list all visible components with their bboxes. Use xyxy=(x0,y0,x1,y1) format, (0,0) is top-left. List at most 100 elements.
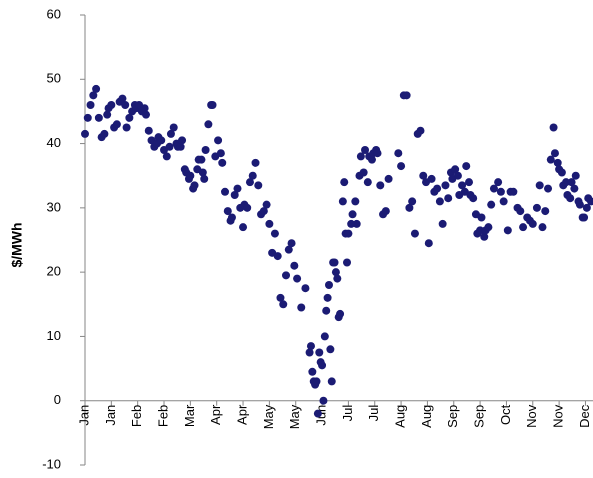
point xyxy=(476,226,485,235)
point xyxy=(112,120,121,129)
x-tick-label: Apr xyxy=(234,404,249,425)
point xyxy=(118,94,127,103)
point xyxy=(580,213,589,222)
point xyxy=(198,168,207,177)
point xyxy=(178,136,187,145)
point xyxy=(416,126,425,135)
point xyxy=(86,101,95,109)
point xyxy=(313,409,322,418)
point xyxy=(494,178,503,187)
point xyxy=(336,309,345,318)
point xyxy=(338,197,347,206)
point xyxy=(519,223,528,232)
x-tick-label: Apr xyxy=(208,404,223,425)
point xyxy=(373,149,382,158)
point xyxy=(458,181,467,190)
y-tick-label: 50 xyxy=(47,71,61,86)
point xyxy=(376,181,385,190)
point xyxy=(509,187,518,196)
point xyxy=(107,101,116,109)
point xyxy=(100,129,109,138)
point xyxy=(276,293,285,302)
point xyxy=(469,194,478,203)
x-tick-label: Feb xyxy=(129,405,144,427)
x-tick-label: Jan xyxy=(103,405,118,426)
point xyxy=(284,245,293,254)
point xyxy=(92,84,101,93)
point xyxy=(208,101,217,109)
point xyxy=(465,178,474,187)
point xyxy=(570,184,579,193)
point xyxy=(214,136,223,145)
point xyxy=(480,232,489,241)
point xyxy=(546,155,555,164)
point xyxy=(89,91,98,100)
point xyxy=(259,207,268,216)
x-tick-label: Feb xyxy=(155,405,170,427)
point xyxy=(216,149,225,158)
point xyxy=(419,171,428,180)
point xyxy=(405,203,414,212)
point xyxy=(544,184,553,193)
x-tick-label: May xyxy=(261,404,276,429)
x-tick-label: Sep xyxy=(445,405,460,428)
point xyxy=(496,187,505,196)
point xyxy=(297,303,306,312)
point xyxy=(176,142,185,151)
point xyxy=(305,348,314,357)
point xyxy=(239,223,248,232)
point xyxy=(273,252,282,261)
y-tick-label: -10 xyxy=(42,456,61,471)
point xyxy=(340,178,349,187)
point xyxy=(121,101,130,109)
point xyxy=(282,271,291,280)
x-tick-label: Aug xyxy=(419,405,434,428)
point xyxy=(538,223,547,232)
point xyxy=(320,332,329,341)
point xyxy=(324,281,333,289)
point xyxy=(162,152,171,161)
point xyxy=(348,210,357,219)
point xyxy=(94,113,103,122)
point xyxy=(532,203,541,212)
point xyxy=(227,213,236,222)
point xyxy=(484,223,493,232)
point xyxy=(402,91,411,100)
point xyxy=(221,187,230,196)
x-tick-label: Dec xyxy=(577,404,592,428)
point xyxy=(347,219,356,228)
point xyxy=(327,377,336,386)
point xyxy=(503,226,512,235)
point xyxy=(582,203,591,212)
y-tick-label: 40 xyxy=(47,135,61,150)
point xyxy=(435,197,444,206)
point xyxy=(103,110,112,119)
point xyxy=(254,181,263,190)
point xyxy=(233,184,242,193)
point xyxy=(499,197,508,206)
point xyxy=(306,342,315,351)
point xyxy=(122,123,131,132)
x-tick-label: Jan xyxy=(76,405,91,426)
point xyxy=(265,219,274,228)
point xyxy=(331,268,340,277)
point xyxy=(333,274,342,283)
point xyxy=(343,258,352,267)
point xyxy=(166,129,175,138)
x-tick-label: Aug xyxy=(393,405,408,428)
point xyxy=(186,171,195,180)
x-tick-label: Nov xyxy=(524,404,539,428)
point xyxy=(541,207,550,216)
point xyxy=(319,396,328,405)
y-axis-label: $/MWh xyxy=(9,222,25,267)
point xyxy=(157,136,166,145)
point xyxy=(140,104,149,113)
point xyxy=(318,361,327,370)
point xyxy=(528,219,537,228)
point xyxy=(351,197,360,206)
point xyxy=(218,158,227,167)
y-tick-label: 10 xyxy=(47,328,61,343)
point xyxy=(408,197,417,206)
point xyxy=(361,146,370,154)
point xyxy=(516,207,525,216)
